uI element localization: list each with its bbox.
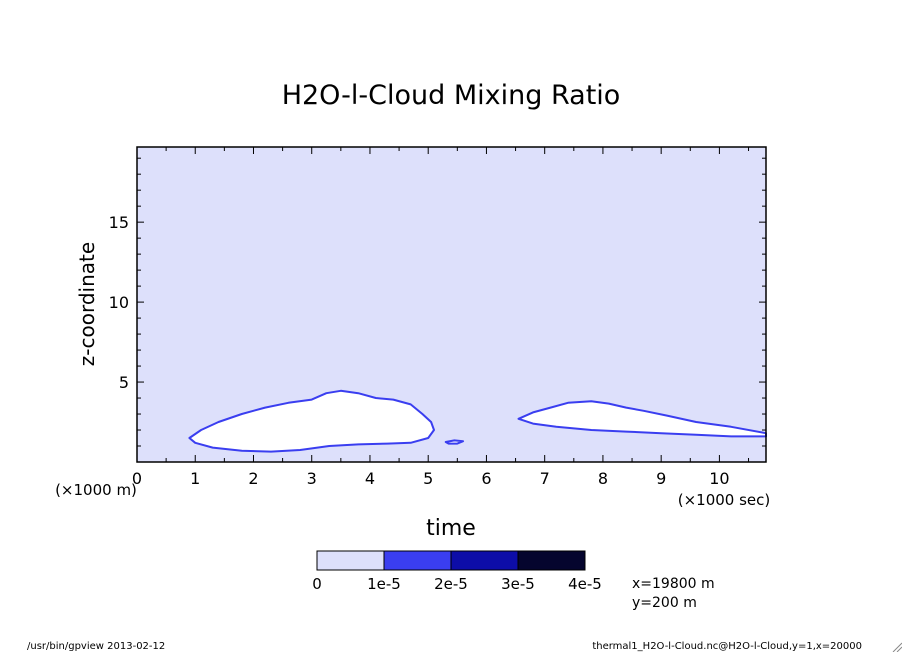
x-tick-label: 2: [248, 469, 258, 488]
x-tick-label: 6: [481, 469, 491, 488]
y-tick-label: 15: [109, 213, 129, 232]
colorbar-swatch: [517, 550, 586, 571]
plot-area: 0 1 2 3 4 5 6 7 8 9 10 5 10 15: [109, 146, 767, 488]
colorbar-tick-label: 1e-5: [367, 575, 401, 593]
x-axis-ticks: 0 1 2 3 4 5 6 7 8 9 10: [132, 147, 750, 488]
x-tick-label: 10: [709, 469, 729, 488]
x-tick-label: 9: [656, 469, 666, 488]
colorbar-swatch: [450, 550, 519, 571]
x-tick-label: 8: [598, 469, 608, 488]
colorbar-tick-label: 3e-5: [501, 575, 535, 593]
x-tick-label: 7: [540, 469, 550, 488]
cloud-region-3: [444, 439, 465, 445]
x-axis-label: time: [426, 516, 476, 541]
chart-title: H2O-l-Cloud Mixing Ratio: [282, 80, 621, 111]
footer-right: thermal1_H2O-l-Cloud.nc@H2O-l-Cloud,y=1,…: [592, 641, 862, 652]
colorbar-swatch: [383, 550, 452, 571]
colorbar-tick-label: 4e-5: [568, 575, 602, 593]
x-tick-label: 3: [307, 469, 317, 488]
y-tick-label: 10: [109, 293, 129, 312]
footer-left: /usr/bin/gpview 2013-02-12: [27, 641, 166, 652]
cloud-region-2: [517, 400, 767, 438]
x-tick-label: 4: [365, 469, 375, 488]
x-axis-unit: (×1000 sec): [678, 491, 771, 509]
y-axis-unit: (×1000 m): [55, 481, 137, 499]
colorbar-tick-label: 0: [312, 575, 322, 593]
y-axis-label: z-coordinate: [75, 242, 99, 366]
resize-grip-icon[interactable]: [892, 642, 902, 652]
x-tick-label: 5: [423, 469, 433, 488]
info-x: x=19800 m: [632, 576, 715, 592]
y-axis-ticks: 5 10 15: [109, 157, 766, 447]
plot-frame: [136, 146, 767, 463]
colorbar: 0 1e-5 2e-5 3e-5 4e-5: [312, 550, 602, 593]
colorbar-swatch: [316, 550, 385, 571]
plot-background: [137, 147, 766, 462]
y-tick-label: 5: [119, 373, 129, 392]
info-y: y=200 m: [632, 595, 697, 611]
cloud-region-1: [188, 389, 435, 453]
x-tick-label: 1: [190, 469, 200, 488]
colorbar-tick-label: 2e-5: [434, 575, 468, 593]
x-tick-label: 0: [132, 469, 142, 488]
cloud-regions: [188, 389, 767, 453]
